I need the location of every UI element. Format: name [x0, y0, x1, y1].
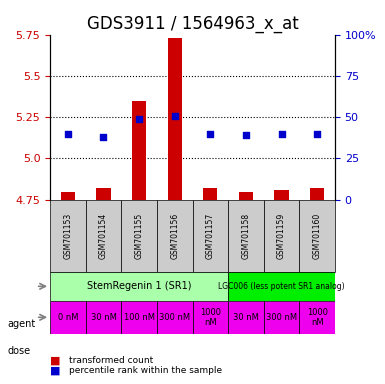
Text: GSM701160: GSM701160	[313, 213, 321, 259]
Text: 1000
nM: 1000 nM	[200, 308, 221, 327]
FancyBboxPatch shape	[121, 301, 157, 334]
Text: StemRegenin 1 (SR1): StemRegenin 1 (SR1)	[87, 281, 191, 291]
Point	[136, 116, 142, 122]
Point	[314, 131, 320, 137]
FancyBboxPatch shape	[264, 200, 300, 272]
FancyBboxPatch shape	[192, 301, 228, 334]
Text: transformed count: transformed count	[69, 356, 154, 366]
FancyBboxPatch shape	[228, 272, 335, 301]
Text: GSM701153: GSM701153	[64, 213, 72, 259]
Point	[243, 132, 249, 139]
Text: ■: ■	[50, 366, 60, 376]
FancyBboxPatch shape	[50, 200, 85, 272]
Text: 0 nM: 0 nM	[58, 313, 78, 322]
Text: GSM701154: GSM701154	[99, 213, 108, 259]
Text: LGC006 (less potent SR1 analog): LGC006 (less potent SR1 analog)	[218, 282, 345, 291]
FancyBboxPatch shape	[121, 200, 157, 272]
Text: percentile rank within the sample: percentile rank within the sample	[69, 366, 223, 375]
FancyBboxPatch shape	[264, 301, 300, 334]
Text: dose: dose	[8, 346, 31, 356]
Bar	[96, 188, 110, 200]
Text: 30 nM: 30 nM	[233, 313, 259, 322]
Bar	[275, 190, 289, 200]
Bar	[239, 192, 253, 200]
FancyBboxPatch shape	[228, 301, 264, 334]
FancyBboxPatch shape	[192, 200, 228, 272]
Text: GSM701159: GSM701159	[277, 213, 286, 259]
Title: GDS3911 / 1564963_x_at: GDS3911 / 1564963_x_at	[87, 15, 298, 33]
FancyBboxPatch shape	[85, 301, 121, 334]
Bar	[61, 192, 75, 200]
Bar	[132, 101, 146, 200]
Point	[100, 134, 107, 140]
Text: GSM701156: GSM701156	[170, 213, 179, 259]
Text: ■: ■	[50, 356, 60, 366]
Text: agent: agent	[8, 319, 36, 329]
Bar	[203, 188, 218, 200]
FancyBboxPatch shape	[157, 200, 192, 272]
Text: 300 nM: 300 nM	[159, 313, 190, 322]
FancyBboxPatch shape	[157, 301, 192, 334]
Text: 30 nM: 30 nM	[90, 313, 116, 322]
Point	[207, 131, 213, 137]
FancyBboxPatch shape	[50, 301, 85, 334]
Point	[172, 113, 178, 119]
Text: 100 nM: 100 nM	[124, 313, 155, 322]
Text: GSM701157: GSM701157	[206, 213, 215, 259]
Bar	[167, 38, 182, 200]
Text: 1000
nM: 1000 nM	[306, 308, 328, 327]
FancyBboxPatch shape	[300, 200, 335, 272]
Point	[278, 131, 285, 137]
FancyBboxPatch shape	[300, 301, 335, 334]
FancyBboxPatch shape	[50, 272, 228, 301]
Point	[65, 131, 71, 137]
FancyBboxPatch shape	[85, 200, 121, 272]
Text: 300 nM: 300 nM	[266, 313, 297, 322]
FancyBboxPatch shape	[228, 200, 264, 272]
Text: GSM701155: GSM701155	[135, 213, 144, 259]
Bar	[310, 188, 324, 200]
Text: GSM701158: GSM701158	[241, 213, 250, 259]
